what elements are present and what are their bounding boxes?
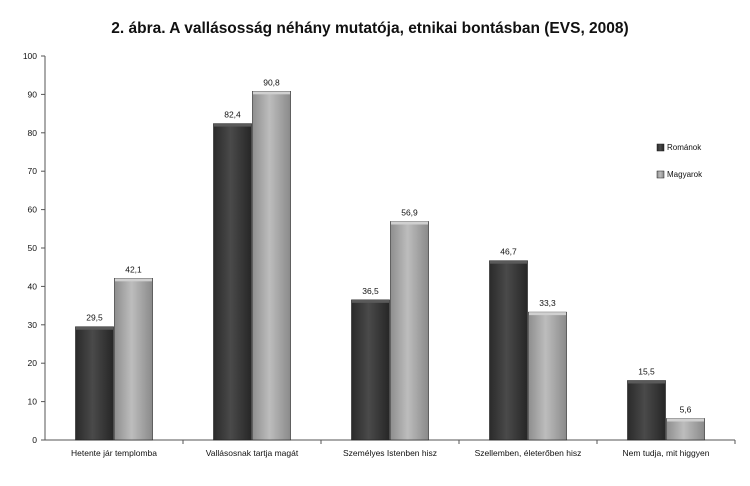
bar-top-highlight — [628, 380, 665, 384]
legend-swatch — [656, 170, 665, 179]
bar-magyarok — [390, 221, 429, 441]
legend: Románok Magyarok — [656, 143, 703, 179]
category-label: Nem tudja, mit higgyen — [623, 448, 710, 458]
bar-romanok — [489, 260, 528, 441]
data-label: 56,9 — [401, 208, 418, 218]
y-tick-label: 20 — [28, 358, 38, 368]
bar-top-highlight — [214, 123, 251, 127]
data-label: 82,4 — [224, 110, 241, 120]
y-tick-label: 100 — [23, 51, 37, 61]
bar-top-highlight — [115, 278, 152, 282]
y-tick-label: 40 — [28, 281, 38, 291]
legend-swatch — [656, 143, 665, 152]
y-tick-label: 10 — [28, 397, 38, 407]
chart-title: 2. ábra. A vallásosság néhány mutatója, … — [111, 20, 628, 37]
data-labels: 29,5 42,1 82,4 90,8 36,5 56,9 46,7 33,3 15,5 5,6 — [86, 77, 691, 414]
bar-magyarok — [252, 91, 291, 441]
bar-romanok — [627, 380, 666, 441]
y-tick-label: 0 — [32, 435, 37, 445]
category-labels: Hetente jár templomba Vallásosnak tartja … — [71, 440, 736, 458]
bar-top-highlight — [76, 326, 113, 330]
bar-magyarok — [528, 311, 567, 441]
data-label: 42,1 — [125, 264, 142, 274]
bar-romanok — [213, 123, 252, 441]
y-tick-label: 80 — [28, 128, 38, 138]
y-tick-label: 30 — [28, 320, 38, 330]
y-tick-label: 60 — [28, 205, 38, 215]
category-label: Vallásosnak tartja magát — [206, 448, 299, 458]
data-label: 15,5 — [638, 366, 655, 376]
y-tick-label: 70 — [28, 166, 38, 176]
bar-top-highlight — [352, 299, 389, 303]
y-tick-label: 50 — [28, 243, 38, 253]
bars — [75, 91, 705, 441]
legend-label: Románok — [667, 143, 702, 152]
legend-label: Magyarok — [667, 170, 703, 179]
bar-top-highlight — [529, 312, 566, 316]
y-tick-label: 90 — [28, 89, 38, 99]
category-label: Hetente jár templomba — [71, 448, 157, 458]
bar-magyarok — [114, 278, 153, 441]
data-label: 36,5 — [362, 286, 379, 296]
data-label: 5,6 — [680, 404, 692, 414]
y-axis-ticks: 0 10 20 30 40 50 60 70 80 90 100 — [23, 51, 45, 445]
bar-top-highlight — [667, 418, 704, 422]
data-label: 33,3 — [539, 298, 556, 308]
category-label: Szellemben, életerőben hisz — [475, 448, 582, 458]
bar-top-highlight — [490, 260, 527, 264]
bar-romanok — [75, 326, 114, 441]
data-label: 29,5 — [86, 313, 103, 323]
bar-magyarok — [666, 418, 705, 441]
data-label: 46,7 — [500, 247, 517, 257]
category-label: Személyes Istenben hisz — [343, 448, 437, 458]
data-label: 90,8 — [263, 77, 280, 87]
bar-romanok — [351, 299, 390, 441]
bar-top-highlight — [391, 221, 428, 225]
bar-top-highlight — [253, 91, 290, 95]
